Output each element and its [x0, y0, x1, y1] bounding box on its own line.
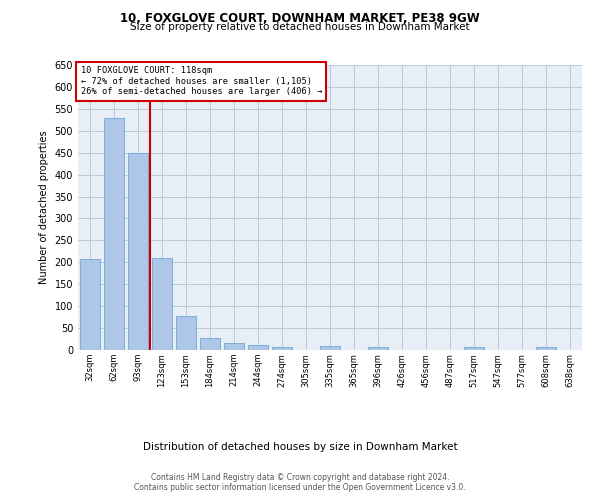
Text: 10 FOXGLOVE COURT: 118sqm
← 72% of detached houses are smaller (1,105)
26% of se: 10 FOXGLOVE COURT: 118sqm ← 72% of detac…: [80, 66, 322, 96]
Bar: [104, 118, 124, 350]
Bar: [248, 344, 268, 350]
Text: 10, FOXGLOVE COURT, DOWNHAM MARKET, PE38 9GW: 10, FOXGLOVE COURT, DOWNHAM MARKET, PE38…: [120, 12, 480, 26]
Bar: [176, 316, 196, 350]
Bar: [200, 338, 220, 350]
Text: Contains HM Land Registry data © Crown copyright and database right 2024.
Contai: Contains HM Land Registry data © Crown c…: [134, 472, 466, 492]
Bar: [320, 346, 340, 350]
Text: Distribution of detached houses by size in Downham Market: Distribution of detached houses by size …: [143, 442, 457, 452]
Bar: [224, 344, 244, 350]
Bar: [536, 348, 556, 350]
Bar: [464, 348, 484, 350]
Bar: [272, 347, 292, 350]
Y-axis label: Number of detached properties: Number of detached properties: [39, 130, 49, 284]
Bar: [368, 348, 388, 350]
Bar: [80, 259, 100, 350]
Bar: [152, 258, 172, 350]
Text: Size of property relative to detached houses in Downham Market: Size of property relative to detached ho…: [130, 22, 470, 32]
Bar: [128, 152, 148, 350]
